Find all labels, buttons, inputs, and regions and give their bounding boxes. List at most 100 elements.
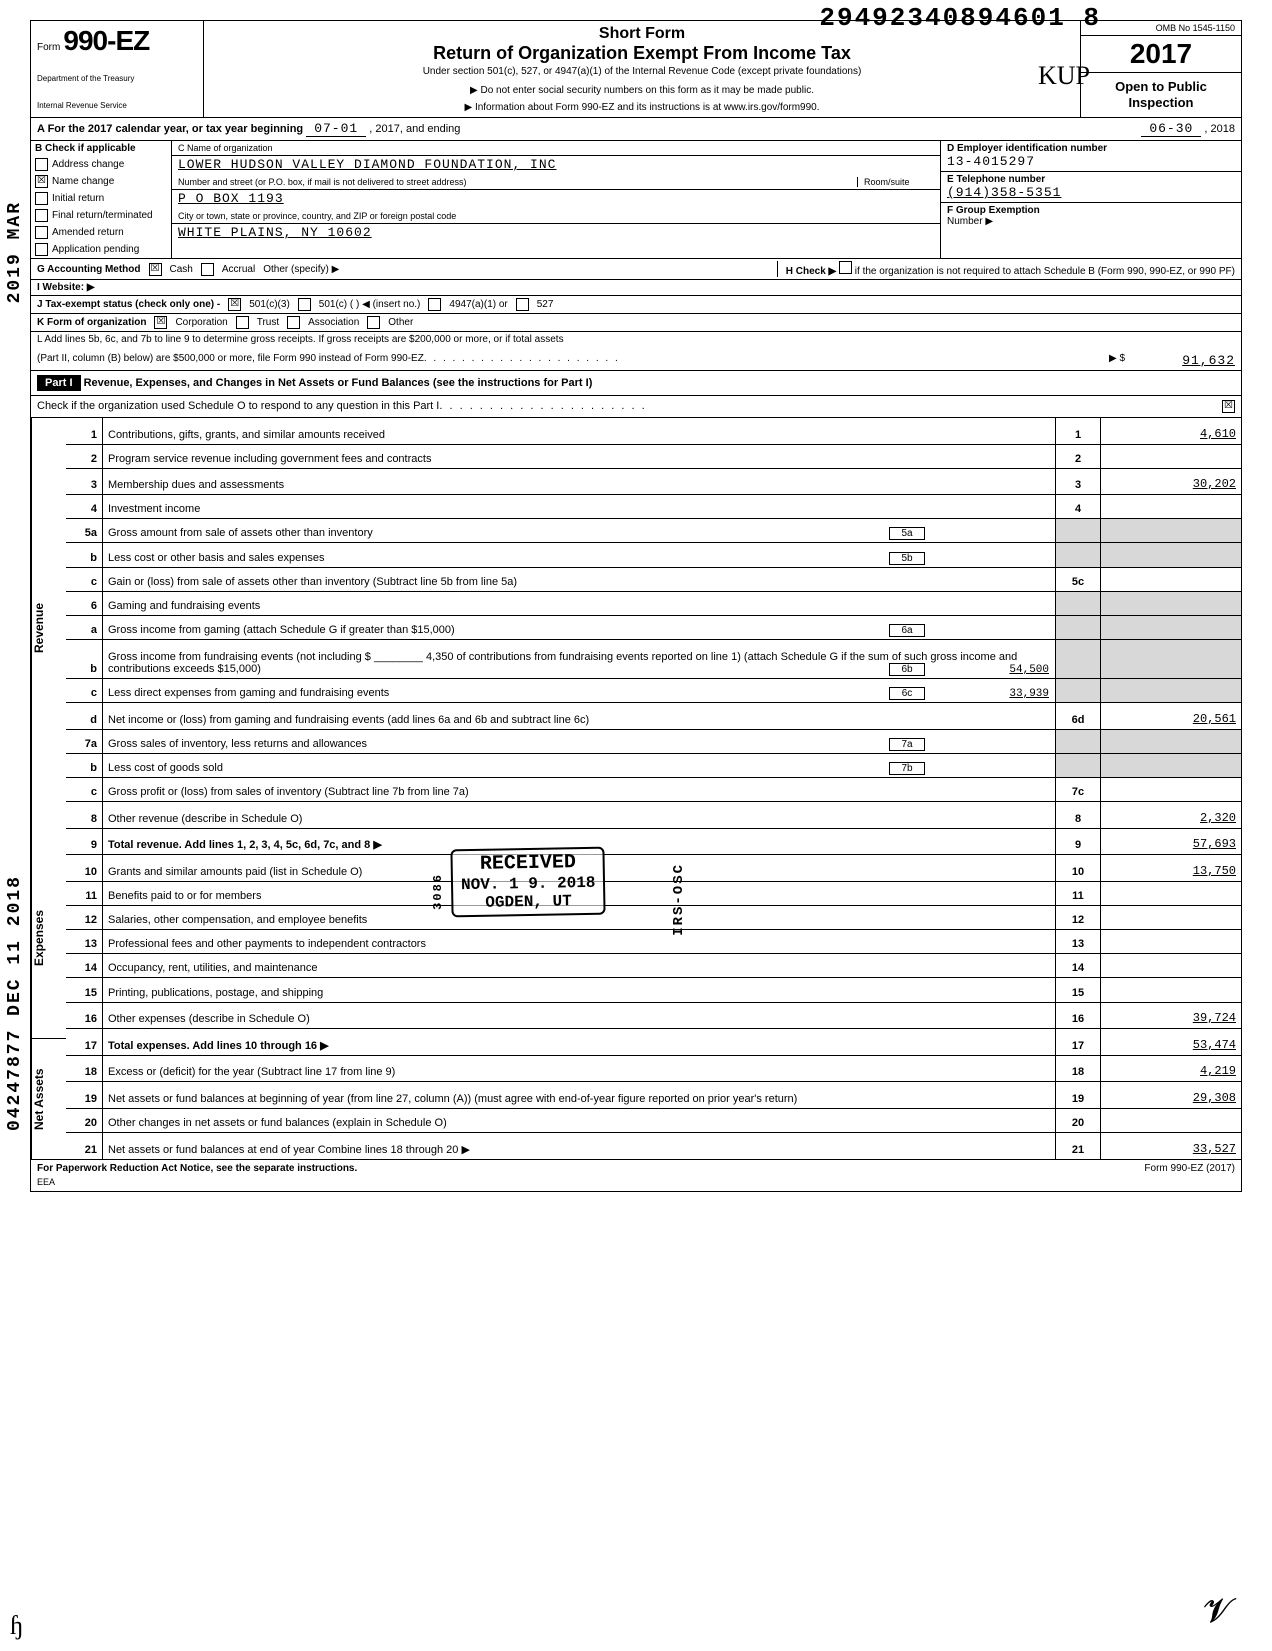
line-num: 15 [66, 978, 103, 1002]
k-opt1-check[interactable] [236, 316, 249, 329]
part1-check-row: Check if the organization used Schedule … [31, 396, 1241, 418]
row-i: I Website: ▶ [31, 280, 1241, 296]
line-box [1056, 519, 1101, 543]
header-left: Form 990-EZ Department of the Treasury I… [31, 21, 204, 117]
row-a-label: A For the 2017 calendar year, or tax yea… [37, 123, 303, 135]
b-item-3: Final return/terminated [31, 207, 171, 224]
line-num: c [66, 778, 103, 802]
line-20: 20Other changes in net assets or fund ba… [66, 1109, 1241, 1133]
b-check-1[interactable]: ☒ [35, 175, 48, 188]
line-box: 17 [1056, 1029, 1101, 1056]
col-c: C Name of organization LOWER HUDSON VALL… [172, 141, 941, 258]
b-check-5[interactable] [35, 243, 48, 256]
k-opt0: Corporation [175, 317, 227, 328]
line-amt: 29,308 [1101, 1082, 1242, 1109]
col-b: B Check if applicable Address change☒Nam… [31, 141, 172, 258]
tax-year: 2017 [1081, 36, 1241, 73]
org-city: WHITE PLAINS, NY 10602 [172, 224, 940, 243]
line-box: 1 [1056, 418, 1101, 444]
b-item-4: Amended return [31, 224, 171, 241]
g-label: G Accounting Method [37, 264, 141, 275]
line-num: a [66, 615, 103, 639]
line-box: 15 [1056, 978, 1101, 1002]
line-text: Program service revenue including govern… [103, 444, 1056, 468]
line-text: Occupancy, rent, utilities, and maintena… [103, 954, 1056, 978]
e-label: E Telephone number [947, 174, 1235, 185]
line-5c: cGain or (loss) from sale of assets othe… [66, 567, 1241, 591]
line-text: Other revenue (describe in Schedule O) [103, 802, 1056, 829]
part1-header-row: Part I Revenue, Expenses, and Changes in… [31, 371, 1241, 396]
b-item-2: Initial return [31, 190, 171, 207]
block-bcde: B Check if applicable Address change☒Nam… [31, 141, 1241, 259]
line-10: 10Grants and similar amounts paid (list … [66, 855, 1241, 882]
inner-box-label: 6c [889, 687, 925, 700]
part1-check[interactable]: ☒ [1222, 400, 1235, 413]
h-check[interactable] [839, 261, 852, 274]
line-text: Benefits paid to or for members [103, 882, 1056, 906]
line-5a: 5aGross amount from sale of assets other… [66, 519, 1241, 543]
b-label-4: Amended return [52, 227, 124, 238]
line-amt [1101, 954, 1242, 978]
g-other: Other (specify) ▶ [263, 264, 339, 275]
line-box: 12 [1056, 906, 1101, 930]
j-opt3-check[interactable] [516, 298, 529, 311]
j-opt0: 501(c)(3) [249, 299, 290, 310]
line-box: 7c [1056, 778, 1101, 802]
line-text: Contributions, gifts, grants, and simila… [103, 418, 1056, 444]
line-3: 3Membership dues and assessments330,202 [66, 468, 1241, 495]
b-check-2[interactable] [35, 192, 48, 205]
line-14: 14Occupancy, rent, utilities, and mainte… [66, 954, 1241, 978]
k-opt3: Other [388, 317, 413, 328]
line-num: 2 [66, 444, 103, 468]
line-box [1056, 543, 1101, 567]
line-box: 4 [1056, 495, 1101, 519]
j-opt0-check[interactable]: ☒ [228, 298, 241, 311]
line-6d: dNet income or (loss) from gaming and fu… [66, 703, 1241, 730]
line-amt [1101, 978, 1242, 1002]
line-text: Total revenue. Add lines 1, 2, 3, 4, 5c,… [103, 828, 1056, 855]
b-label-2: Initial return [52, 193, 104, 204]
line-num: 17 [66, 1029, 103, 1056]
info-about: Information about Form 990-EZ and its in… [212, 102, 1072, 113]
line-amt [1101, 753, 1242, 777]
line-amt [1101, 591, 1242, 615]
k-opt3-check[interactable] [367, 316, 380, 329]
line-box: 16 [1056, 1002, 1101, 1029]
line-text: Membership dues and assessments [103, 468, 1056, 495]
f-label2: Number ▶ [947, 216, 1235, 227]
footer-right: Form 990-EZ (2017) [1144, 1163, 1235, 1174]
line-amt: 39,724 [1101, 1002, 1242, 1029]
begin-date: 07-01 [306, 121, 366, 137]
j-opt2-check[interactable] [428, 298, 441, 311]
line-num: 1 [66, 418, 103, 444]
k-opt2-check[interactable] [287, 316, 300, 329]
b-check-4[interactable] [35, 226, 48, 239]
side-expenses: Expenses [31, 838, 66, 1039]
g-cash-check[interactable]: ☒ [149, 263, 162, 276]
footer-eea: EEA [31, 1177, 1241, 1191]
room-label: Room/suite [857, 177, 934, 187]
line-amt [1101, 729, 1242, 753]
b-header: B Check if applicable [31, 141, 171, 156]
line-amt [1101, 519, 1242, 543]
line-6: 6Gaming and fundraising events [66, 591, 1241, 615]
line-text: Net assets or fund balances at beginning… [103, 1082, 1056, 1109]
g-accrual-check[interactable] [201, 263, 214, 276]
b-check-0[interactable] [35, 158, 48, 171]
j-opt1-check[interactable] [298, 298, 311, 311]
line-7a: 7aGross sales of inventory, less returns… [66, 729, 1241, 753]
i-label: I Website: ▶ [37, 282, 95, 293]
k-opt0-check[interactable]: ☒ [154, 316, 167, 329]
l-text2: (Part II, column (B) below) are $500,000… [37, 353, 424, 368]
line-text: Gaming and fundraising events [103, 591, 1056, 615]
j-opt3: 527 [537, 299, 554, 310]
line-text: Excess or (deficit) for the year (Subtra… [103, 1055, 1056, 1082]
line-amt [1101, 906, 1242, 930]
b-check-3[interactable] [35, 209, 48, 222]
b-label-3: Final return/terminated [52, 210, 153, 221]
form-number: 990-EZ [63, 25, 149, 56]
footer: For Paperwork Reduction Act Notice, see … [31, 1160, 1241, 1177]
short-form-title: Short Form [212, 25, 1072, 43]
header-mid: Short Form Return of Organization Exempt… [204, 21, 1080, 117]
col-de: D Employer identification number 13-4015… [941, 141, 1241, 258]
